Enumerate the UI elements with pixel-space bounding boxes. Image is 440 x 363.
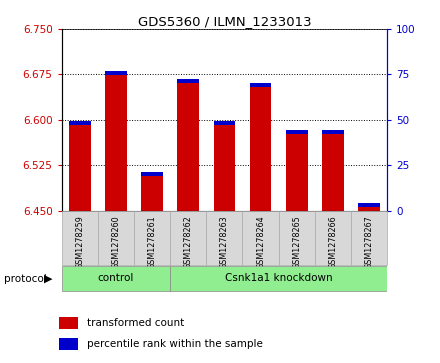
Bar (59, 317, 78, 329)
FancyBboxPatch shape (134, 211, 170, 265)
Text: GSM1278259: GSM1278259 (75, 215, 84, 269)
Text: ▶: ▶ (44, 274, 52, 284)
Bar (213, 121, 235, 125)
FancyBboxPatch shape (170, 266, 387, 291)
Bar (358, 203, 380, 211)
FancyBboxPatch shape (62, 211, 98, 265)
Bar (105, 72, 127, 211)
FancyBboxPatch shape (242, 211, 279, 265)
Bar (59, 338, 78, 350)
Bar (177, 79, 199, 211)
Bar (177, 79, 199, 83)
Bar (322, 130, 344, 134)
Bar (105, 72, 127, 76)
Text: percentile rank within the sample: percentile rank within the sample (87, 339, 263, 349)
Bar (69, 121, 91, 125)
Bar (358, 203, 380, 207)
FancyBboxPatch shape (98, 211, 134, 265)
FancyBboxPatch shape (279, 211, 315, 265)
Text: Csnk1a1 knockdown: Csnk1a1 knockdown (225, 273, 333, 283)
Text: GSM1278260: GSM1278260 (111, 215, 121, 269)
Text: GSM1278263: GSM1278263 (220, 215, 229, 269)
Text: transformed count: transformed count (87, 318, 184, 328)
Text: GSM1278262: GSM1278262 (184, 215, 193, 269)
FancyBboxPatch shape (62, 266, 170, 291)
Text: control: control (98, 273, 134, 283)
Bar (213, 121, 235, 211)
FancyBboxPatch shape (351, 211, 387, 265)
Bar (141, 172, 163, 211)
FancyBboxPatch shape (170, 211, 206, 265)
Bar (250, 83, 271, 87)
Title: GDS5360 / ILMN_1233013: GDS5360 / ILMN_1233013 (138, 15, 311, 28)
Bar (286, 130, 308, 211)
Text: GSM1278264: GSM1278264 (256, 215, 265, 269)
Bar (141, 172, 163, 176)
Text: GSM1278266: GSM1278266 (328, 215, 337, 269)
Bar (286, 130, 308, 134)
FancyBboxPatch shape (315, 211, 351, 265)
Bar (69, 121, 91, 211)
Text: protocol: protocol (4, 274, 47, 284)
Bar (322, 130, 344, 211)
FancyBboxPatch shape (206, 211, 242, 265)
Text: GSM1278265: GSM1278265 (292, 215, 301, 269)
Text: GSM1278267: GSM1278267 (365, 215, 374, 269)
Text: GSM1278261: GSM1278261 (147, 215, 157, 269)
Bar (250, 83, 271, 211)
